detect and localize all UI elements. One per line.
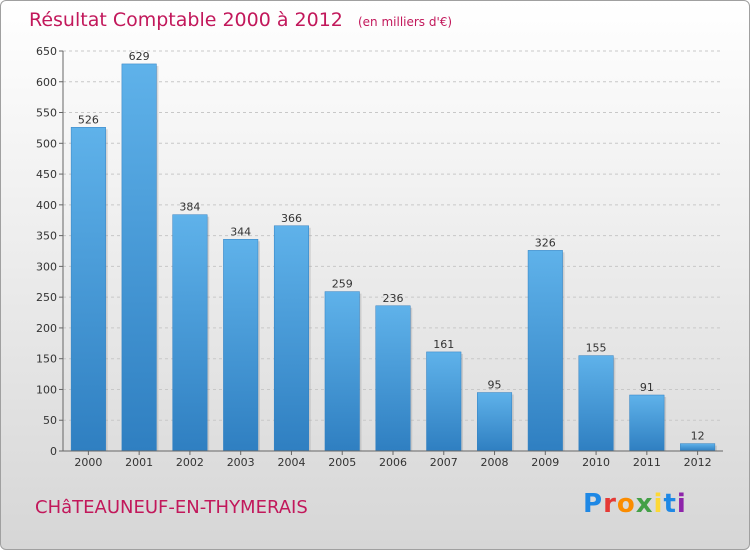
bar <box>324 291 360 452</box>
y-tick-label: 550 <box>36 107 57 120</box>
bar <box>223 239 259 452</box>
bar <box>426 351 462 452</box>
bar-value-label: 95 <box>488 379 502 392</box>
y-axis: 0 50 100 150 200 250 300 350 400 450 500 550 600 650 <box>36 45 64 458</box>
x-tick-label: 2009 <box>531 456 559 469</box>
proxiti-logo: Proxiti <box>583 489 687 519</box>
y-tick-label: 350 <box>36 230 57 243</box>
y-tick-label: 500 <box>36 137 57 150</box>
y-tick-label: 400 <box>36 199 57 212</box>
y-tick-label: 50 <box>43 414 57 427</box>
bar-value-label: 91 <box>640 381 654 394</box>
y-tick-label: 600 <box>36 76 57 89</box>
bar <box>629 394 665 452</box>
y-tick-label: 650 <box>36 45 57 58</box>
x-tick-label: 2012 <box>684 456 712 469</box>
x-tick-label: 2002 <box>176 456 204 469</box>
logo-letter: P <box>583 489 604 519</box>
bar <box>375 305 411 452</box>
bar <box>273 225 309 452</box>
y-tick-label: 100 <box>36 383 57 396</box>
bar <box>578 355 614 452</box>
x-tick-label: 2011 <box>633 456 661 469</box>
bar-value-label: 161 <box>433 338 454 351</box>
bar-value-label: 259 <box>332 278 353 291</box>
chart-title-block: Résultat Comptable 2000 à 2012 (en milli… <box>29 9 452 31</box>
bar-value-label: 326 <box>535 236 556 249</box>
x-tick-label: 2010 <box>582 456 610 469</box>
logo-letter: x <box>635 489 654 519</box>
x-tick-label: 2000 <box>74 456 102 469</box>
y-tick-label: 450 <box>36 168 57 181</box>
y-tick-label: 300 <box>36 260 57 273</box>
bar <box>477 392 513 452</box>
x-axis: 2000 2001 2002 2003 2004 2005 2006 2007 2008 2009… <box>63 450 723 469</box>
logo-letter: o <box>616 489 636 519</box>
x-tick-label: 2001 <box>125 456 153 469</box>
y-tick-label: 200 <box>36 322 57 335</box>
y-tick-label: 150 <box>36 353 57 366</box>
logo-letter: r <box>603 489 617 519</box>
bar-value-label: 526 <box>78 113 99 126</box>
x-tick-label: 2005 <box>328 456 356 469</box>
bar-value-label: 12 <box>691 430 705 443</box>
bar-value-label: 629 <box>129 50 150 63</box>
x-tick-label: 2003 <box>227 456 255 469</box>
bar <box>527 250 563 452</box>
logo-letter: i <box>676 489 687 519</box>
y-tick-label: 250 <box>36 291 57 304</box>
bar-value-label: 344 <box>230 225 251 238</box>
x-tick-label: 2004 <box>277 456 305 469</box>
bar <box>680 443 716 452</box>
bar-value-label: 366 <box>281 212 302 225</box>
bar-value-label: 384 <box>179 201 200 214</box>
chart-subtitle: (en milliers d'€) <box>357 15 453 29</box>
bar <box>70 127 106 452</box>
x-tick-label: 2008 <box>481 456 509 469</box>
bar <box>121 63 157 452</box>
chart-title: Résultat Comptable 2000 à 2012 <box>29 9 343 31</box>
bar-value-label: 155 <box>586 342 607 355</box>
x-tick-label: 2007 <box>430 456 458 469</box>
logo-letter: i <box>653 489 664 519</box>
bar-value-label: 236 <box>383 292 404 305</box>
bars: 526 629 384 344 366 259 236 161 95 326 155 91 12 <box>70 50 717 452</box>
y-tick-label: 0 <box>50 445 57 458</box>
logo-letter: t <box>663 489 677 519</box>
bar <box>172 214 208 452</box>
commune-name: CHâTEAUNEUF-EN-THYMERAIS <box>35 497 308 518</box>
x-tick-label: 2006 <box>379 456 407 469</box>
